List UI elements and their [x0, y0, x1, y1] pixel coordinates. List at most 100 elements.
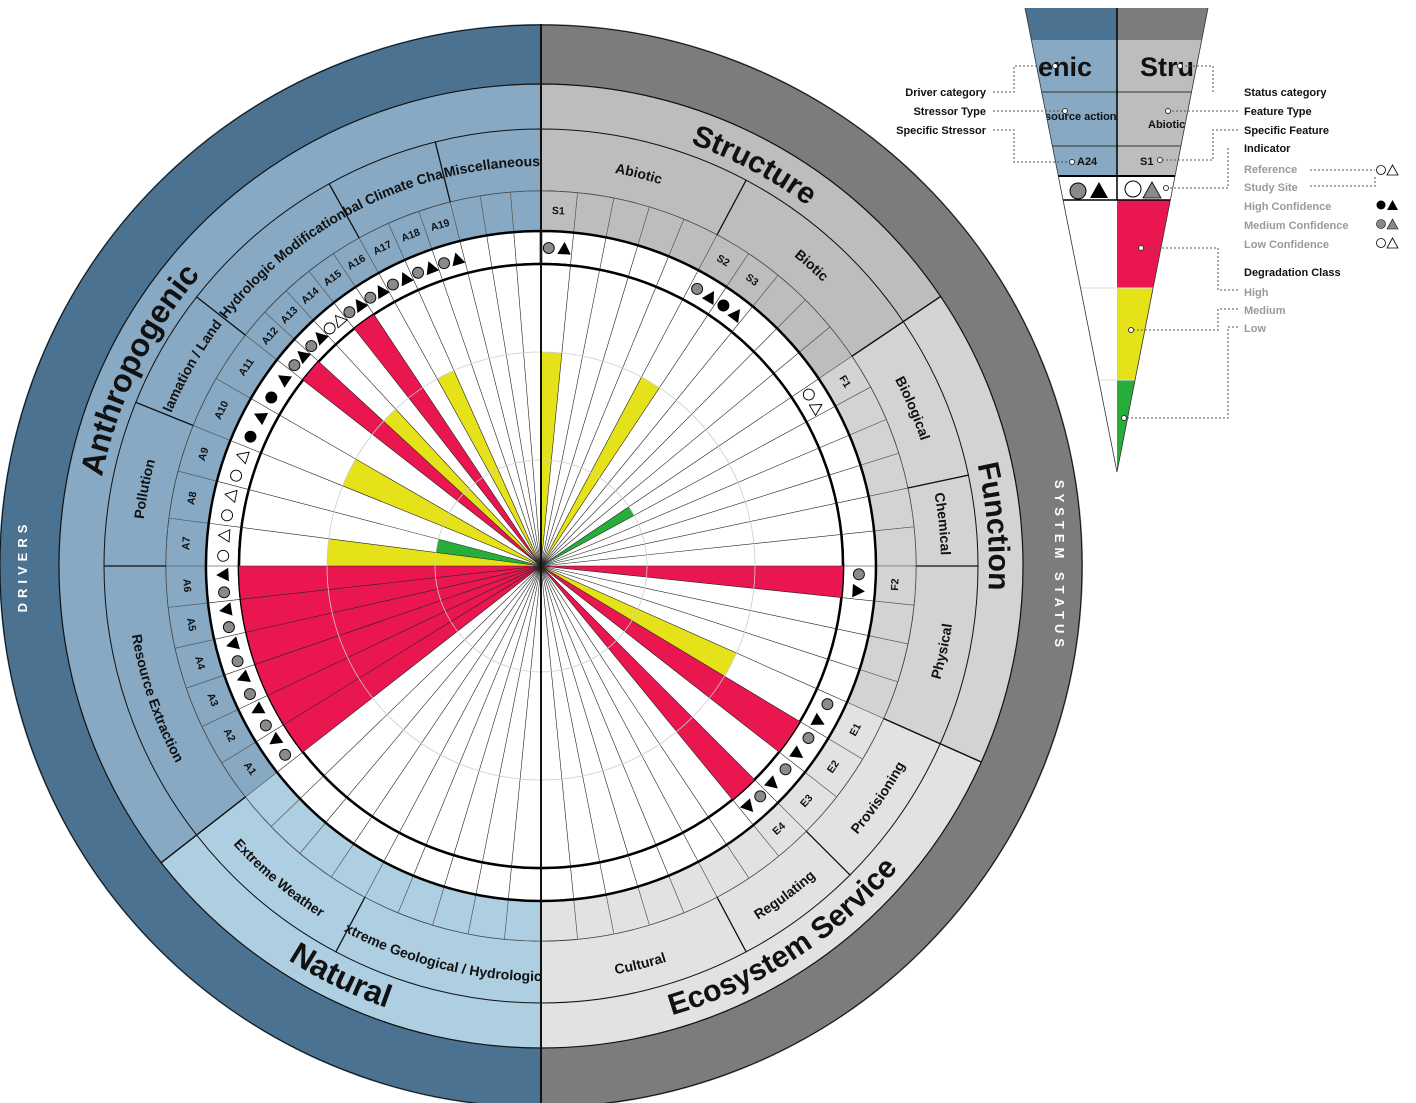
spoke — [318, 361, 542, 567]
spoke — [540, 565, 709, 818]
degradation-bar-A1 — [283, 566, 541, 752]
spoke — [540, 565, 842, 598]
confidence-symbol — [288, 351, 312, 372]
confidence-symbol — [542, 241, 571, 255]
code-cell — [873, 526, 917, 567]
confidence-symbol — [764, 763, 792, 789]
confidence-symbol — [802, 388, 823, 417]
legend-wedge-feature-code: S1 — [1140, 156, 1153, 168]
legend-feature-type: Feature Type — [1244, 106, 1312, 118]
spoke — [540, 373, 774, 567]
legend-wedge-status-text: Stru — [1140, 52, 1194, 82]
degradation-bar-A5 — [240, 566, 541, 633]
spoke — [240, 565, 542, 600]
status-outer-ring — [541, 24, 1083, 1103]
spoke — [540, 565, 733, 800]
spoke — [540, 421, 807, 567]
spoke — [246, 565, 542, 633]
code-label-A5: A5 — [184, 617, 198, 632]
degradation-bar-A4 — [246, 566, 542, 665]
drivers-outer-ring — [0, 24, 541, 1103]
code-label-A7: A7 — [180, 536, 193, 550]
code-cell — [504, 899, 542, 942]
degradation-bar-E2 — [541, 566, 800, 752]
spoke — [540, 276, 629, 567]
spoke — [279, 414, 542, 567]
legend-symbols — [1376, 164, 1399, 249]
confidence-symbol — [717, 299, 741, 324]
spoke — [491, 267, 542, 567]
confidence-symbol — [691, 283, 715, 306]
degradation-bar-A3 — [255, 566, 542, 696]
legend-low-confidence: Low Confidence — [1244, 239, 1329, 251]
spoke — [283, 565, 542, 725]
confidence-symbol — [219, 602, 235, 634]
confidence-symbol — [305, 332, 329, 353]
confidence-symbol — [217, 529, 231, 562]
code-cell — [540, 899, 578, 942]
spoke — [540, 331, 733, 567]
confidence-symbol — [438, 252, 466, 270]
spoke — [417, 289, 542, 567]
spoke — [267, 565, 542, 696]
code-label-A2: A2 — [221, 727, 238, 745]
legend-high-bar — [1117, 200, 1208, 288]
spoke — [540, 565, 571, 867]
spoke — [540, 474, 830, 567]
spoke — [540, 314, 709, 567]
spoke — [540, 269, 600, 567]
spoke — [482, 565, 542, 863]
confidence-symbol — [226, 636, 244, 668]
legend-low-bar — [1117, 380, 1208, 472]
legend-driver-category: Driver category — [905, 87, 987, 99]
spoke — [540, 565, 829, 660]
spoke — [302, 565, 542, 753]
side-label-system-status: SYSTEM STATUS — [1052, 480, 1067, 652]
spoke — [540, 565, 837, 630]
legend-medium: Medium — [1244, 305, 1286, 317]
spoke — [540, 565, 818, 690]
spoke — [511, 565, 542, 867]
spoke — [540, 502, 837, 567]
degradation-bar-E1 — [541, 566, 737, 677]
degradation-bar-A10 — [342, 459, 541, 566]
code-label-S2: S2 — [714, 252, 731, 269]
legend-wedge-stressor-text: source action — [1045, 111, 1117, 123]
spoke — [540, 447, 820, 567]
code-label-F1: F1 — [836, 373, 853, 390]
spoke — [248, 489, 542, 567]
spoke — [371, 565, 542, 817]
legend-leaders — [993, 65, 1376, 419]
spoke — [335, 344, 542, 567]
spoke — [540, 265, 571, 567]
spoke — [540, 565, 780, 753]
confidence-symbol — [739, 790, 767, 813]
spoke — [255, 565, 542, 665]
confidence-symbol — [323, 314, 349, 335]
spoke — [241, 527, 542, 567]
spoke — [346, 565, 542, 798]
code-label-A6: A6 — [180, 579, 193, 593]
spoke — [516, 264, 542, 567]
spoke — [540, 351, 755, 567]
legend-high: High — [1244, 287, 1269, 299]
legend-stressor-type: Stressor Type — [913, 106, 986, 118]
spoke — [260, 452, 542, 567]
degradation-bar-F1 — [541, 506, 635, 566]
spoke — [453, 565, 542, 856]
spoke — [540, 286, 657, 567]
spoke — [540, 299, 684, 567]
spoke — [442, 280, 542, 567]
spoke — [540, 565, 657, 846]
spoke — [373, 314, 542, 567]
degradation-bar-A2 — [268, 566, 541, 725]
degradation-bar-A13 — [383, 408, 541, 566]
spoke — [354, 328, 542, 567]
confidence-symbol — [412, 261, 440, 279]
legend-wedge-stressor-code: A24 — [1077, 156, 1098, 168]
spoke — [302, 379, 542, 567]
legend-status-category: Status category — [1244, 87, 1327, 99]
code-label-F2: F2 — [889, 578, 902, 591]
spoke — [394, 301, 542, 567]
